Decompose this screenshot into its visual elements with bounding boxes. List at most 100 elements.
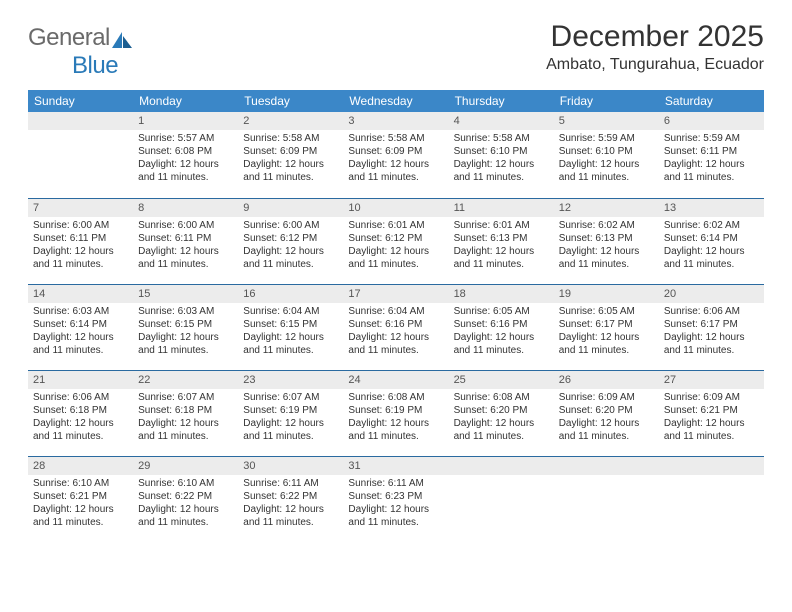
day-cell: 27Sunrise: 6:09 AMSunset: 6:21 PMDayligh… <box>659 370 764 456</box>
sunrise-text: Sunrise: 6:00 AM <box>33 219 128 232</box>
daylight-text: Daylight: 12 hours and 11 minutes. <box>243 503 338 529</box>
sunset-text: Sunset: 6:10 PM <box>559 145 654 158</box>
daylight-text: Daylight: 12 hours and 11 minutes. <box>33 245 128 271</box>
sunrise-text: Sunrise: 6:07 AM <box>138 391 233 404</box>
day-cell: 17Sunrise: 6:04 AMSunset: 6:16 PMDayligh… <box>343 284 448 370</box>
sunset-text: Sunset: 6:15 PM <box>243 318 338 331</box>
empty-day-bar <box>449 457 554 475</box>
day-cell: 24Sunrise: 6:08 AMSunset: 6:19 PMDayligh… <box>343 370 448 456</box>
sunrise-text: Sunrise: 5:59 AM <box>559 132 654 145</box>
sunrise-text: Sunrise: 6:11 AM <box>243 477 338 490</box>
week-row: 7Sunrise: 6:00 AMSunset: 6:11 PMDaylight… <box>28 198 764 284</box>
day-details: Sunrise: 6:01 AMSunset: 6:12 PMDaylight:… <box>343 217 448 275</box>
weekday-header: Saturday <box>659 90 764 112</box>
day-details: Sunrise: 6:09 AMSunset: 6:20 PMDaylight:… <box>554 389 659 447</box>
sunrise-text: Sunrise: 6:03 AM <box>33 305 128 318</box>
weekday-header: Tuesday <box>238 90 343 112</box>
day-cell: 14Sunrise: 6:03 AMSunset: 6:14 PMDayligh… <box>28 284 133 370</box>
daylight-text: Daylight: 12 hours and 11 minutes. <box>454 331 549 357</box>
sunrise-text: Sunrise: 6:04 AM <box>348 305 443 318</box>
empty-day-bar <box>554 457 659 475</box>
sunset-text: Sunset: 6:16 PM <box>348 318 443 331</box>
day-number: 7 <box>28 199 133 217</box>
day-number: 5 <box>554 112 659 130</box>
daylight-text: Daylight: 12 hours and 11 minutes. <box>454 158 549 184</box>
day-number: 12 <box>554 199 659 217</box>
sunset-text: Sunset: 6:13 PM <box>454 232 549 245</box>
weekday-header: Sunday <box>28 90 133 112</box>
sunrise-text: Sunrise: 5:58 AM <box>454 132 549 145</box>
daylight-text: Daylight: 12 hours and 11 minutes. <box>664 245 759 271</box>
day-cell: 21Sunrise: 6:06 AMSunset: 6:18 PMDayligh… <box>28 370 133 456</box>
sunset-text: Sunset: 6:13 PM <box>559 232 654 245</box>
calendar-table: Sunday Monday Tuesday Wednesday Thursday… <box>28 90 764 542</box>
day-number: 29 <box>133 457 238 475</box>
daylight-text: Daylight: 12 hours and 11 minutes. <box>243 158 338 184</box>
daylight-text: Daylight: 12 hours and 11 minutes. <box>138 503 233 529</box>
sunset-text: Sunset: 6:09 PM <box>348 145 443 158</box>
sunrise-text: Sunrise: 6:00 AM <box>243 219 338 232</box>
day-details: Sunrise: 6:11 AMSunset: 6:22 PMDaylight:… <box>238 475 343 533</box>
day-number: 28 <box>28 457 133 475</box>
day-details: Sunrise: 6:00 AMSunset: 6:11 PMDaylight:… <box>133 217 238 275</box>
day-cell: 1Sunrise: 5:57 AMSunset: 6:08 PMDaylight… <box>133 112 238 198</box>
sunset-text: Sunset: 6:15 PM <box>138 318 233 331</box>
day-details: Sunrise: 6:00 AMSunset: 6:11 PMDaylight:… <box>28 217 133 275</box>
daylight-text: Daylight: 12 hours and 11 minutes. <box>664 417 759 443</box>
day-cell: 2Sunrise: 5:58 AMSunset: 6:09 PMDaylight… <box>238 112 343 198</box>
sunrise-text: Sunrise: 6:10 AM <box>138 477 233 490</box>
sunrise-text: Sunrise: 6:04 AM <box>243 305 338 318</box>
day-cell: 30Sunrise: 6:11 AMSunset: 6:22 PMDayligh… <box>238 456 343 542</box>
sunset-text: Sunset: 6:21 PM <box>664 404 759 417</box>
day-number: 6 <box>659 112 764 130</box>
sunrise-text: Sunrise: 6:06 AM <box>664 305 759 318</box>
day-number: 10 <box>343 199 448 217</box>
sunset-text: Sunset: 6:20 PM <box>559 404 654 417</box>
day-details: Sunrise: 6:04 AMSunset: 6:15 PMDaylight:… <box>238 303 343 361</box>
day-cell: 8Sunrise: 6:00 AMSunset: 6:11 PMDaylight… <box>133 198 238 284</box>
sunset-text: Sunset: 6:19 PM <box>243 404 338 417</box>
day-cell: 5Sunrise: 5:59 AMSunset: 6:10 PMDaylight… <box>554 112 659 198</box>
day-cell: 10Sunrise: 6:01 AMSunset: 6:12 PMDayligh… <box>343 198 448 284</box>
page-header: GeneralBlue December 2025 Ambato, Tungur… <box>28 20 764 80</box>
day-details: Sunrise: 6:06 AMSunset: 6:17 PMDaylight:… <box>659 303 764 361</box>
day-details: Sunrise: 5:59 AMSunset: 6:10 PMDaylight:… <box>554 130 659 188</box>
daylight-text: Daylight: 12 hours and 11 minutes. <box>138 417 233 443</box>
daylight-text: Daylight: 12 hours and 11 minutes. <box>138 245 233 271</box>
day-number: 16 <box>238 285 343 303</box>
weekday-header: Monday <box>133 90 238 112</box>
day-details: Sunrise: 6:08 AMSunset: 6:19 PMDaylight:… <box>343 389 448 447</box>
daylight-text: Daylight: 12 hours and 11 minutes. <box>33 331 128 357</box>
day-number: 1 <box>133 112 238 130</box>
sunset-text: Sunset: 6:18 PM <box>138 404 233 417</box>
sunrise-text: Sunrise: 6:03 AM <box>138 305 233 318</box>
sunrise-text: Sunrise: 6:08 AM <box>348 391 443 404</box>
day-number: 30 <box>238 457 343 475</box>
daylight-text: Daylight: 12 hours and 11 minutes. <box>348 331 443 357</box>
sunset-text: Sunset: 6:16 PM <box>454 318 549 331</box>
logo: GeneralBlue <box>28 24 133 80</box>
weekday-header: Thursday <box>449 90 554 112</box>
sunrise-text: Sunrise: 6:01 AM <box>348 219 443 232</box>
weekday-header: Wednesday <box>343 90 448 112</box>
day-details: Sunrise: 6:01 AMSunset: 6:13 PMDaylight:… <box>449 217 554 275</box>
sunset-text: Sunset: 6:11 PM <box>33 232 128 245</box>
day-details: Sunrise: 6:02 AMSunset: 6:13 PMDaylight:… <box>554 217 659 275</box>
daylight-text: Daylight: 12 hours and 11 minutes. <box>348 503 443 529</box>
sunset-text: Sunset: 6:18 PM <box>33 404 128 417</box>
day-details: Sunrise: 6:05 AMSunset: 6:16 PMDaylight:… <box>449 303 554 361</box>
sunrise-text: Sunrise: 5:59 AM <box>664 132 759 145</box>
title-block: December 2025 Ambato, Tungurahua, Ecuado… <box>546 20 764 74</box>
day-details: Sunrise: 5:58 AMSunset: 6:09 PMDaylight:… <box>343 130 448 188</box>
day-number: 27 <box>659 371 764 389</box>
daylight-text: Daylight: 12 hours and 11 minutes. <box>33 503 128 529</box>
day-cell: 11Sunrise: 6:01 AMSunset: 6:13 PMDayligh… <box>449 198 554 284</box>
daylight-text: Daylight: 12 hours and 11 minutes. <box>559 245 654 271</box>
sunrise-text: Sunrise: 6:11 AM <box>348 477 443 490</box>
daylight-text: Daylight: 12 hours and 11 minutes. <box>348 417 443 443</box>
daylight-text: Daylight: 12 hours and 11 minutes. <box>138 331 233 357</box>
sunrise-text: Sunrise: 6:02 AM <box>664 219 759 232</box>
weekday-header-row: Sunday Monday Tuesday Wednesday Thursday… <box>28 90 764 112</box>
sunrise-text: Sunrise: 5:57 AM <box>138 132 233 145</box>
day-details: Sunrise: 6:04 AMSunset: 6:16 PMDaylight:… <box>343 303 448 361</box>
